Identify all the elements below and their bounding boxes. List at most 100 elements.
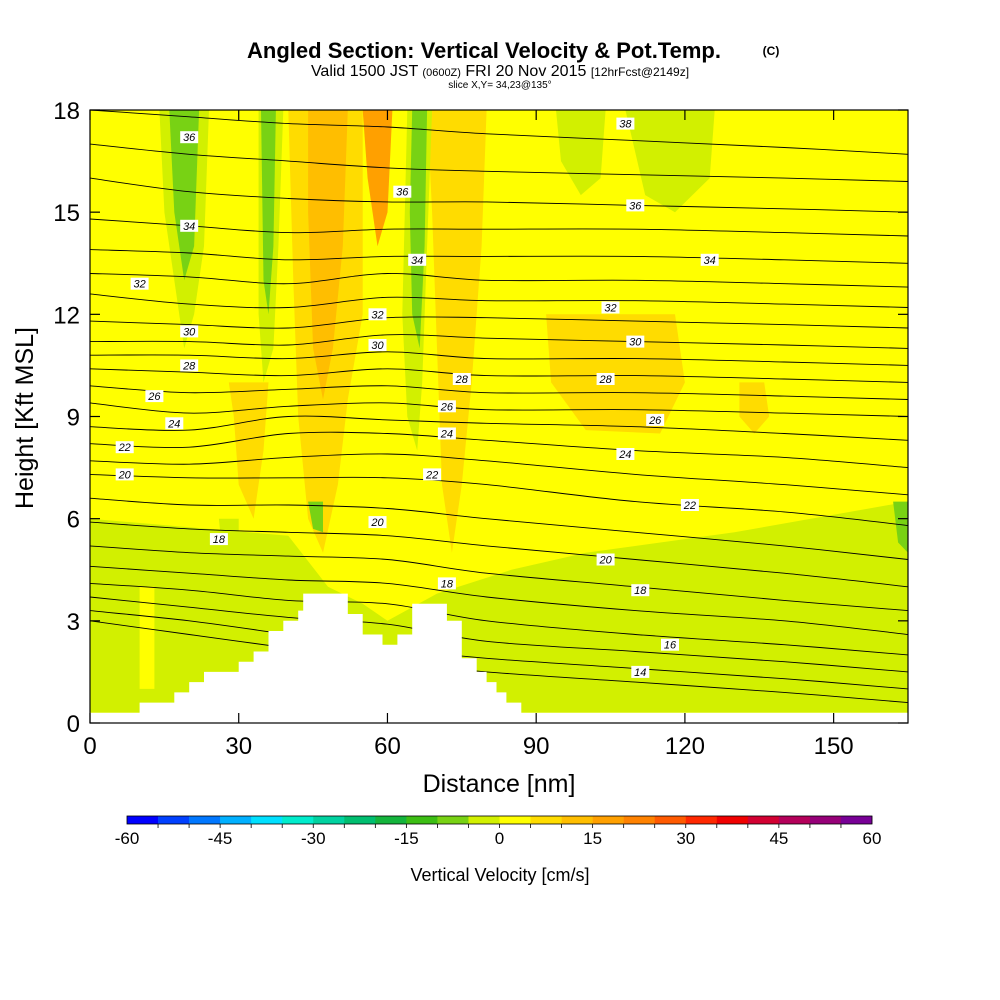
contour-label-4: 28 <box>180 359 199 372</box>
theta-contour-21 <box>90 497 908 560</box>
contour-label-bg <box>180 325 199 338</box>
chart-title-mark: (C) <box>763 44 780 58</box>
contour-label-text: 18 <box>213 534 226 546</box>
colorbar-label--60: -60 <box>115 829 140 848</box>
contour-label-13: 30 <box>368 339 387 352</box>
theta-contour-18 <box>90 565 908 635</box>
contour-label-bg <box>661 638 679 651</box>
contour-label-bg <box>437 427 456 440</box>
contour-label-bg <box>616 117 635 130</box>
theta-contour-35 <box>90 218 908 237</box>
terrain-mask <box>90 593 908 723</box>
contour-label-bg <box>626 335 645 348</box>
y-tick-label-0: 0 <box>67 711 80 738</box>
contour-label-text: 20 <box>118 469 132 481</box>
contour-label-bg <box>368 339 387 351</box>
theta-contour-34 <box>90 249 908 264</box>
theta-contour-25 <box>90 415 908 441</box>
contour-label-text: 22 <box>425 469 438 481</box>
contour-label-27: 24 <box>616 448 635 461</box>
y-tick-label-15: 15 <box>53 200 80 227</box>
colorbar-swatch-23 <box>840 816 873 824</box>
contour-label-text: 30 <box>629 337 642 349</box>
vv-region-2 <box>362 110 393 247</box>
contour-label-bg <box>368 516 387 529</box>
contour-label-text: 24 <box>167 418 180 430</box>
contour-label-text: 18 <box>634 585 647 597</box>
contour-label-bg <box>437 577 456 590</box>
theta-contour-27 <box>90 385 908 400</box>
contour-label-bg <box>115 441 134 454</box>
contour-label-text: 26 <box>440 401 454 413</box>
theta-contour-20 <box>90 521 908 588</box>
contour-label-bg <box>596 553 615 566</box>
contour-label-21: 36 <box>626 199 645 212</box>
contour-label-bg <box>423 468 442 481</box>
valid-line: Valid 1500 JST (0600Z) FRI 20 Nov 2015 [… <box>311 63 689 80</box>
contour-label-text: 24 <box>440 429 453 441</box>
theta-contour-30 <box>90 334 908 349</box>
theta-contour-33 <box>90 273 908 288</box>
contour-label-text: 20 <box>598 555 612 567</box>
colorbar-swatch-17 <box>654 816 687 824</box>
colorbar-swatch-20 <box>747 816 780 824</box>
theta-contour-38 <box>90 110 908 155</box>
y-tick-label-6: 6 <box>67 507 80 534</box>
theta-contour-36 <box>90 177 908 213</box>
contour-label-text: 34 <box>411 255 423 267</box>
contour-label-bg <box>626 199 645 212</box>
x-tick-label-120: 120 <box>665 733 705 760</box>
contour-label-bg <box>115 468 134 481</box>
contour-label-bg <box>631 584 650 597</box>
contour-label-text: 18 <box>441 578 454 590</box>
contour-label-bg <box>437 400 456 413</box>
theta-contour-19 <box>90 545 908 612</box>
contour-label-bg <box>180 219 199 232</box>
y-tick-label-18: 18 <box>53 98 80 125</box>
theta-contour-29 <box>90 351 908 366</box>
colorbar-swatch-6 <box>313 816 345 824</box>
contour-label-bg <box>209 533 228 546</box>
colorbar-label-45: 45 <box>769 829 788 848</box>
vertical-velocity-fields <box>90 110 908 713</box>
contour-label-12: 32 <box>368 308 387 321</box>
contour-label-31: 16 <box>661 638 679 652</box>
theta-contour-17 <box>90 582 908 656</box>
colorbar-swatch-7 <box>344 816 376 824</box>
contour-label-bg <box>393 185 412 198</box>
colorbar-swatch-0 <box>127 816 159 824</box>
contour-label-text: 28 <box>598 374 612 386</box>
y-tick-label-12: 12 <box>53 302 80 329</box>
colorbar-swatch-12 <box>499 816 531 824</box>
contour-label-1: 34 <box>180 219 199 233</box>
x-axis-label: Distance [nm] <box>423 770 576 798</box>
vv-region-3 <box>427 110 487 553</box>
contour-label-18: 20 <box>368 516 387 529</box>
vv-region-6 <box>228 382 269 519</box>
contour-label-bg <box>165 417 184 430</box>
contour-label-25: 28 <box>596 373 615 386</box>
colorbar-label--45: -45 <box>208 829 233 848</box>
colorbar-label--30: -30 <box>301 829 326 848</box>
theta-contour-16 <box>90 596 908 673</box>
colorbar-swatch-9 <box>406 816 438 824</box>
vv-region-15 <box>625 110 715 213</box>
valid-prefix: Valid 1500 JST <box>311 63 419 80</box>
theta-contour-37 <box>90 143 908 182</box>
contour-label-bg <box>616 448 635 460</box>
colorbar-swatch-4 <box>251 816 283 824</box>
colorbar-swatch-3 <box>220 816 252 824</box>
y-tick-label-3: 3 <box>67 609 80 636</box>
contour-label-15: 26 <box>437 400 456 413</box>
colorbar-swatch-22 <box>809 816 842 824</box>
theta-contour-31 <box>90 316 908 329</box>
contour-label-2: 32 <box>130 277 149 291</box>
colorbar-swatch-10 <box>437 816 469 824</box>
contour-label-26: 26 <box>646 413 665 427</box>
colorbar-swatch-15 <box>592 816 624 824</box>
contour-label-text: 32 <box>133 279 145 291</box>
contour-label-10: 36 <box>393 185 412 199</box>
contour-label-text: 24 <box>618 449 631 461</box>
contour-label-bg <box>180 131 199 144</box>
